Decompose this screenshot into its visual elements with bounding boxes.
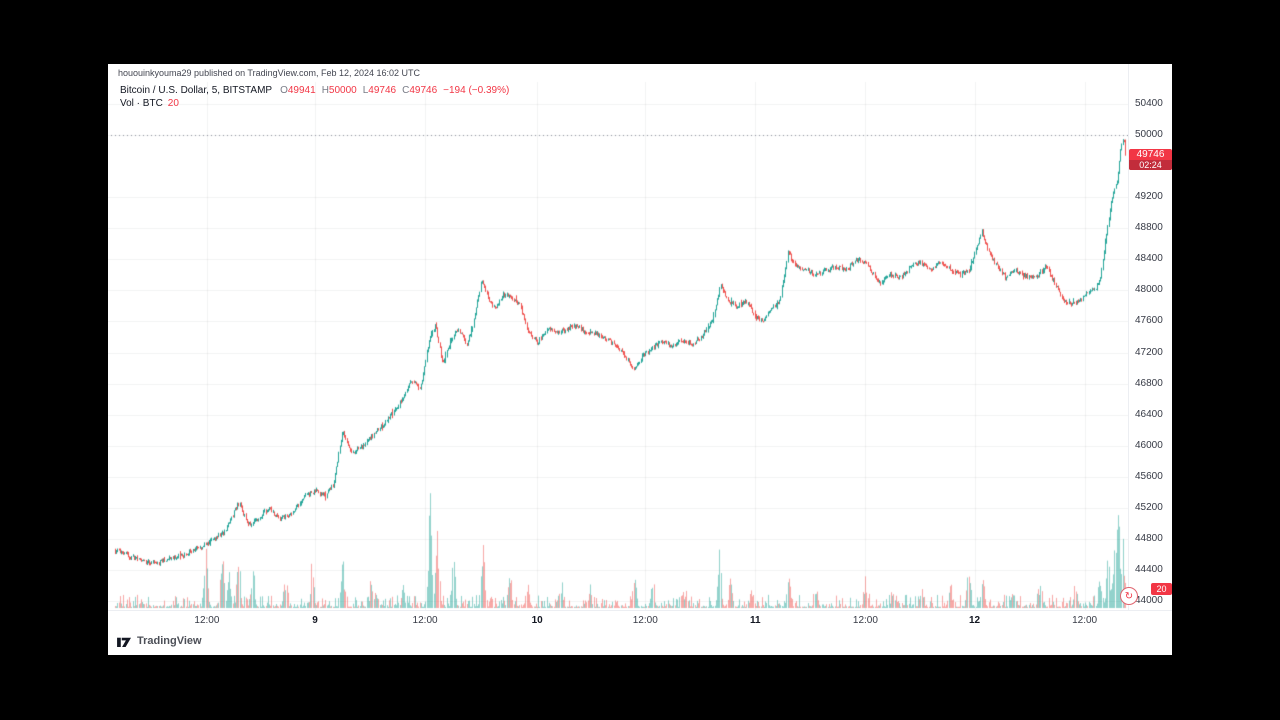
- price-axis-label: 48400: [1135, 253, 1163, 265]
- volume-label[interactable]: Vol · BTC: [120, 98, 163, 109]
- ohlc-close-value: 49746: [409, 85, 438, 96]
- attribution-text: hououinkyouma29 published on TradingView…: [118, 68, 421, 78]
- price-axis-label: 48000: [1135, 284, 1163, 296]
- price-axis-label: 45200: [1135, 501, 1163, 513]
- ohlc-open-key: O: [280, 85, 288, 96]
- time-axis-label: 12:00: [412, 615, 438, 626]
- time-axis-label: 12:00: [632, 615, 658, 626]
- volume-legend-row: Vol · BTC 20: [120, 98, 179, 109]
- time-scale[interactable]: 12:00 9 12:00 10 12:00 11 12:00 12 12:00: [108, 610, 1172, 633]
- price-axis-label: 49200: [1135, 191, 1163, 203]
- brand-text: TradingView: [137, 634, 202, 647]
- tradingview-footer-link[interactable]: TradingView: [117, 634, 202, 647]
- price-axis-label: 47200: [1135, 346, 1163, 358]
- time-axis-label: 12: [968, 615, 981, 626]
- price-axis-label: 44000: [1135, 595, 1163, 606]
- chart-window: hououinkyouma29 published on TradingView…: [108, 64, 1172, 655]
- price-axis-label: 47600: [1135, 315, 1163, 327]
- time-axis-label: 12:00: [852, 615, 878, 626]
- price-axis-label: 45600: [1135, 470, 1163, 482]
- ohlc-open-value: 49941: [287, 85, 316, 96]
- price-axis-label: 46000: [1135, 439, 1163, 451]
- candlestick-chart-canvas[interactable]: [108, 64, 1128, 610]
- price-axis-label: 48800: [1135, 222, 1163, 234]
- go-to-realtime-button[interactable]: ↻: [1120, 587, 1138, 605]
- price-axis-label: 46400: [1135, 408, 1163, 420]
- volume-badge: 20: [1151, 583, 1172, 595]
- time-axis-label: 12:00: [194, 615, 220, 626]
- volume-value: 20: [167, 98, 179, 109]
- time-axis-label: 9: [312, 615, 318, 626]
- price-axis-label: 50400: [1135, 98, 1163, 109]
- ohlc-high-value: 50000: [328, 85, 357, 96]
- time-axis-label: 12:00: [1072, 615, 1098, 626]
- ohlc-high-key: H: [321, 85, 329, 96]
- price-axis-label: 50000: [1135, 129, 1163, 141]
- change-value: −194 (−0.39%): [443, 85, 510, 96]
- current-price-badge: 49746 02:24: [1129, 148, 1172, 170]
- current-price-value: 49746: [1136, 148, 1165, 160]
- symbol-legend-row: Bitcoin / U.S. Dollar, 5, BITSTAMP O49941…: [120, 85, 509, 96]
- price-axis-label: 44400: [1135, 563, 1163, 575]
- price-axis-label: 46800: [1135, 377, 1163, 389]
- ohlc-low-key: L: [362, 85, 369, 96]
- bar-countdown: 02:24: [1129, 159, 1172, 170]
- price-scale[interactable]: 50400 50000 49200 48800 48400 48000 47600 47200…: [1128, 64, 1173, 610]
- ohlc-close-key: C: [402, 85, 410, 96]
- price-axis-label: 44800: [1135, 532, 1163, 544]
- ohlc-low-value: 49746: [368, 85, 397, 96]
- time-axis-label: 11: [750, 615, 761, 626]
- time-axis-label: 10: [531, 615, 543, 626]
- tradingview-logo-icon: [117, 637, 131, 647]
- symbol-title[interactable]: Bitcoin / U.S. Dollar, 5, BITSTAMP: [120, 85, 273, 96]
- refresh-icon: ↻: [1124, 590, 1134, 602]
